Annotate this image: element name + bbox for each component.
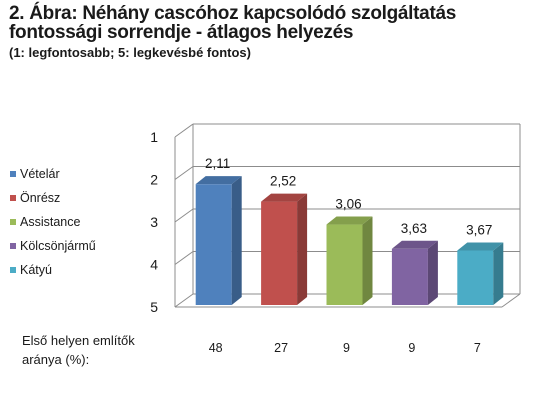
legend-swatch (10, 195, 16, 201)
legend-swatch (10, 243, 16, 249)
chart-title-line2: fontossági sorrendje - átlagos helyezés (9, 22, 354, 43)
data-label: 2,11 (205, 156, 230, 171)
footer-value: 9 (343, 341, 350, 355)
y-tick-label: 4 (150, 257, 158, 273)
data-label: 2,52 (270, 174, 296, 189)
y-tick-label: 2 (150, 172, 158, 188)
bar-side (362, 216, 373, 305)
footer-value: 48 (208, 341, 223, 355)
footer-label-line2: aránya (%): (22, 352, 90, 367)
gridline-side (174, 123, 194, 138)
y-tick-label: 3 (150, 214, 158, 230)
bar-top (391, 240, 438, 249)
bar (195, 184, 232, 305)
bar (457, 250, 494, 305)
floor-edge-right (501, 293, 521, 308)
gridline-side (174, 208, 194, 223)
legend-label: Önrész (20, 191, 61, 205)
legend-swatch (10, 171, 16, 177)
data-label: 3,67 (466, 222, 492, 237)
legend-label: Assistance (20, 215, 81, 229)
bar-side (493, 242, 504, 305)
data-label: 3,06 (335, 197, 361, 212)
legend-swatch (10, 267, 16, 273)
footer-value: 7 (473, 341, 481, 355)
legend-label: Kölcsönjármű (20, 239, 96, 253)
footer-value: 9 (408, 341, 416, 355)
legend-item: Önrész (10, 186, 96, 210)
bar-top (261, 193, 308, 202)
legend: Vételár Önrész Assistance Kölcsönjármű Kátyú (10, 162, 96, 282)
y-tick-label: 5 (150, 299, 158, 315)
bar-side (427, 240, 438, 305)
footer-label-line1: Első helyen említők (22, 333, 135, 348)
legend-item: Vételár (10, 162, 96, 186)
gridline-side (174, 251, 194, 265)
chart-title: 2. Ábra: Néhány cascóhoz kapcsolódó szol… (9, 4, 549, 42)
chart-subtitle: (1: legfontosabb; 5: legkevésbé fontos) (9, 45, 251, 60)
chart-title-line1: 2. Ábra: Néhány cascóhoz kapcsolódó szol… (9, 3, 457, 24)
bar (261, 201, 298, 305)
legend-swatch (10, 219, 16, 225)
gridline-side (174, 166, 194, 180)
footer-label: Első helyen említők aránya (%): (22, 331, 135, 369)
footer-value: 27 (274, 341, 289, 355)
bar-side (297, 193, 308, 305)
bar-top (195, 176, 242, 185)
y-tick-label: 1 (150, 129, 158, 145)
bar (326, 224, 363, 305)
legend-item: Kátyú (10, 258, 96, 282)
legend-label: Kátyú (20, 263, 52, 277)
legend-item: Assistance (10, 210, 96, 234)
legend-label: Vételár (20, 167, 60, 181)
bar (391, 248, 428, 305)
gridline-side (174, 293, 194, 308)
data-label: 3,63 (401, 221, 427, 236)
legend-item: Kölcsönjármű (10, 234, 96, 258)
bar-side (231, 176, 242, 305)
bar-top (457, 242, 504, 251)
bar-top (326, 216, 373, 225)
